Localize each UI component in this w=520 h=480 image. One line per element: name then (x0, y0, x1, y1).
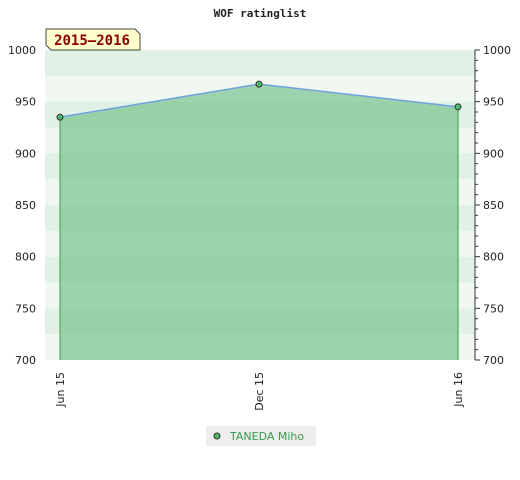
y-tick-label: 800 (15, 251, 36, 264)
season-label-text: 2015–2016 (54, 33, 130, 49)
legend[interactable]: TANEDA Miho (206, 426, 316, 446)
y-tick-label-right: 800 (483, 251, 504, 264)
y-tick-label: 900 (15, 147, 36, 160)
y-axis-left: 700 750 800 850 900 950 1000 (8, 44, 36, 367)
legend-marker (213, 432, 221, 440)
data-point (56, 113, 64, 121)
x-tick-label: Jun 15 (54, 372, 67, 408)
y-tick-label-right: 750 (483, 302, 504, 315)
season-label: 2015–2016 (45, 28, 141, 51)
y-tick-label-right: 1000 (483, 44, 511, 57)
y-tick-label: 850 (15, 199, 36, 212)
y-tick-label: 1000 (8, 44, 36, 57)
x-tick-label: Jun 16 (452, 372, 465, 408)
y-tick-label: 750 (15, 302, 36, 315)
series-area (60, 84, 458, 360)
drop-lines (59, 106, 459, 360)
season-label-box (45, 28, 141, 51)
legend-label[interactable]: TANEDA Miho (229, 430, 304, 443)
y-tick-label-right: 900 (483, 147, 504, 160)
data-point (454, 103, 462, 111)
y-tick-label-right: 850 (483, 199, 504, 212)
y-tick-label-right: 700 (483, 354, 504, 367)
y-axis-right: 700 750 800 850 900 950 1000 (474, 44, 511, 367)
chart-title: WOF ratinglist (214, 7, 307, 20)
legend-box (206, 426, 316, 446)
y-tick-label: 950 (15, 96, 36, 109)
series-markers (56, 80, 462, 121)
background-band (45, 50, 475, 76)
y-tick-label-right: 950 (483, 96, 504, 109)
x-tick-label: Dec 15 (253, 372, 266, 411)
data-point (255, 80, 263, 88)
y-tick-label: 700 (15, 354, 36, 367)
x-axis: Jun 15 Dec 15 Jun 16 (54, 372, 465, 411)
